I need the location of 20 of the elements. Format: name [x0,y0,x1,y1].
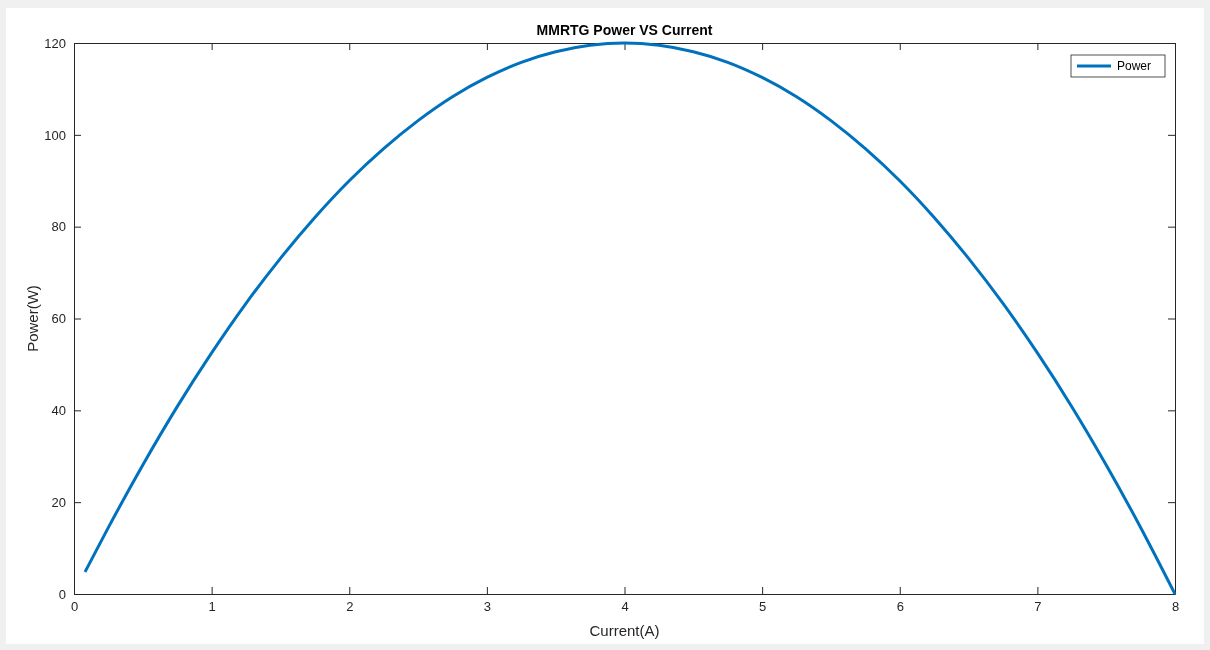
x-tick-label: 4 [621,599,629,615]
y-tick-label: 100 [44,127,66,143]
y-tick-label: 80 [51,219,66,235]
x-tick-label: 2 [346,599,354,615]
legend-label: Power [1117,59,1152,73]
x-tick-label: 3 [483,599,491,615]
x-tick-label: 0 [70,599,79,615]
chart-title: MMRTG Power VS Current [536,22,713,38]
y-axis-title: Power(W) [24,285,41,352]
x-tick-label: 8 [1171,599,1180,615]
y-tick-label: 120 [44,35,66,51]
y-tick-label: 60 [51,311,66,327]
x-tick-label: 1 [208,599,216,615]
y-tick-label: 0 [58,586,66,602]
x-axis-title: Current(A) [589,622,660,639]
y-tick-label: 40 [51,402,66,418]
x-tick-label: 5 [759,599,767,615]
x-tick-label: 7 [1034,599,1042,615]
x-tick-label: 6 [896,599,904,615]
y-tick-label: 20 [51,494,66,510]
